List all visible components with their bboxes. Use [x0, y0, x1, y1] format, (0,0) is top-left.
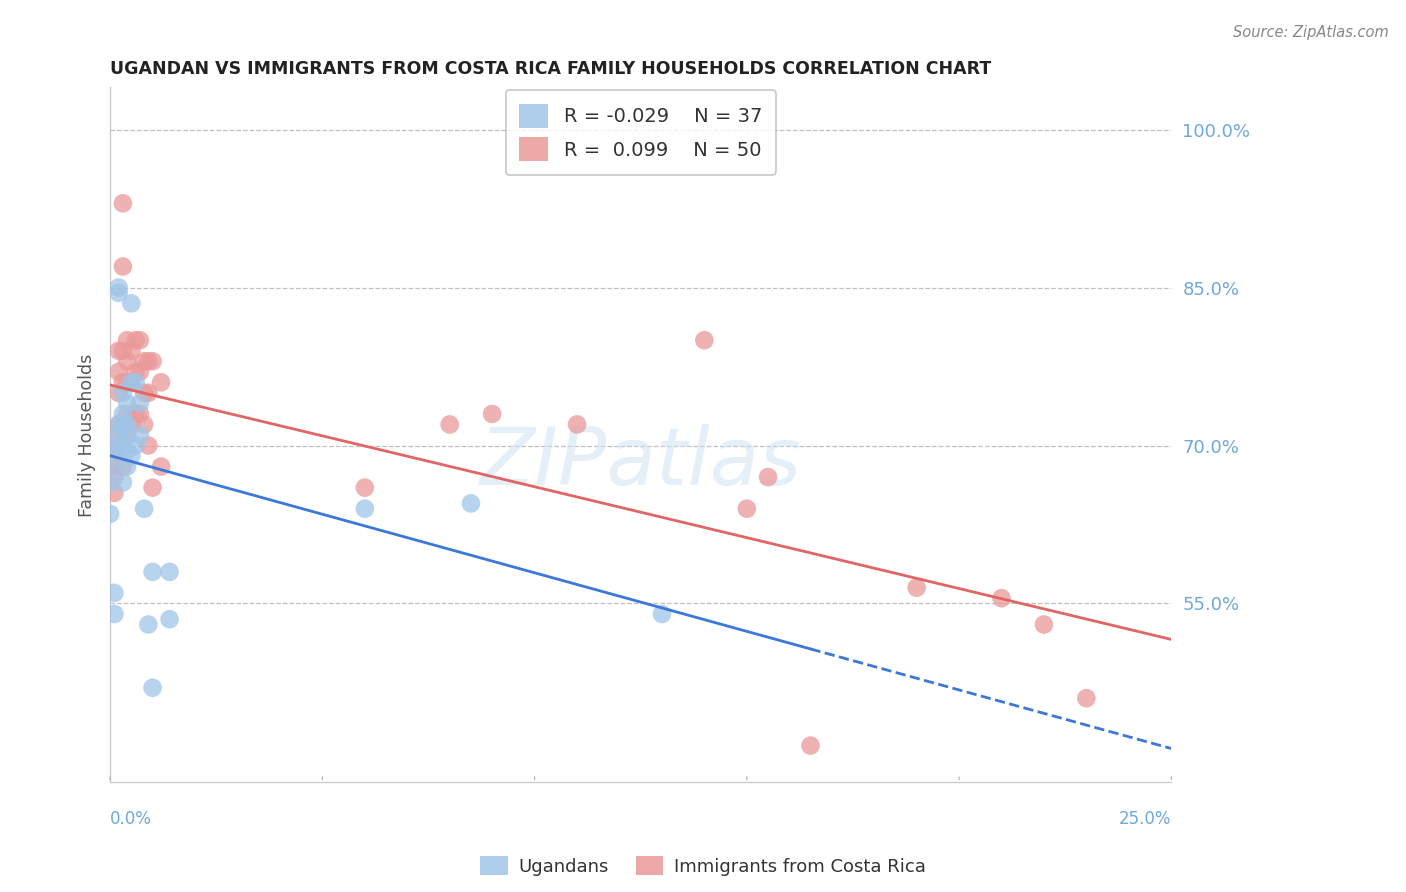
Point: [103, 607, 125, 621]
Text: 25.0%: 25.0%: [1119, 810, 1171, 829]
Point: [115, 459, 138, 474]
Point: [693, 333, 716, 347]
Point: [124, 438, 146, 452]
Point: [115, 354, 138, 368]
Point: [142, 681, 165, 695]
Point: [134, 385, 156, 400]
Point: [103, 459, 125, 474]
Point: [107, 343, 129, 358]
Point: [107, 443, 129, 458]
Point: [111, 475, 134, 490]
Point: [120, 376, 142, 390]
Point: [107, 428, 129, 442]
Point: [120, 343, 142, 358]
Point: [111, 459, 134, 474]
Point: [103, 470, 125, 484]
Point: [1076, 691, 1098, 706]
Point: [115, 443, 138, 458]
Point: [990, 591, 1012, 606]
Point: [124, 365, 146, 379]
Point: [120, 376, 142, 390]
Point: [1032, 617, 1054, 632]
Point: [115, 428, 138, 442]
Text: 0.0%: 0.0%: [110, 810, 152, 829]
Point: [115, 417, 138, 432]
Y-axis label: Family Households: Family Households: [79, 353, 96, 516]
Point: [107, 365, 129, 379]
Legend: R = -0.029    N = 37, R =  0.099    N = 50: R = -0.029 N = 37, R = 0.099 N = 50: [506, 90, 776, 175]
Point: [142, 481, 165, 495]
Point: [756, 470, 779, 484]
Point: [111, 343, 134, 358]
Point: [103, 486, 125, 500]
Point: [124, 333, 146, 347]
Point: [134, 501, 156, 516]
Point: [103, 438, 125, 452]
Point: [98, 475, 121, 490]
Point: [134, 417, 156, 432]
Point: [107, 417, 129, 432]
Point: [103, 586, 125, 600]
Point: [439, 417, 461, 432]
Point: [111, 385, 134, 400]
Point: [353, 481, 375, 495]
Point: [460, 496, 482, 510]
Point: [138, 385, 160, 400]
Point: [115, 407, 138, 421]
Point: [150, 376, 173, 390]
Point: [107, 417, 129, 432]
Point: [134, 354, 156, 368]
Point: [150, 459, 173, 474]
Point: [353, 501, 375, 516]
Point: [107, 385, 129, 400]
Point: [115, 396, 138, 410]
Point: [103, 443, 125, 458]
Point: [115, 376, 138, 390]
Point: [111, 376, 134, 390]
Point: [159, 612, 181, 626]
Point: [107, 280, 129, 294]
Point: [120, 449, 142, 463]
Point: [115, 333, 138, 347]
Point: [111, 417, 134, 432]
Point: [128, 428, 150, 442]
Point: [124, 376, 146, 390]
Point: [128, 407, 150, 421]
Point: [128, 333, 150, 347]
Point: [128, 396, 150, 410]
Point: [142, 565, 165, 579]
Point: [111, 260, 134, 274]
Point: [799, 739, 821, 753]
Point: [735, 501, 758, 516]
Point: [111, 407, 134, 421]
Point: [159, 565, 181, 579]
Legend: Ugandans, Immigrants from Costa Rica: Ugandans, Immigrants from Costa Rica: [474, 849, 932, 883]
Point: [111, 196, 134, 211]
Point: [98, 459, 121, 474]
Point: [138, 438, 160, 452]
Point: [138, 617, 160, 632]
Point: [98, 507, 121, 521]
Text: ZIPatlas: ZIPatlas: [479, 424, 801, 502]
Text: UGANDAN VS IMMIGRANTS FROM COSTA RICA FAMILY HOUSEHOLDS CORRELATION CHART: UGANDAN VS IMMIGRANTS FROM COSTA RICA FA…: [110, 60, 991, 78]
Point: [107, 285, 129, 300]
Point: [103, 428, 125, 442]
Point: [481, 407, 503, 421]
Point: [565, 417, 588, 432]
Text: Source: ZipAtlas.com: Source: ZipAtlas.com: [1233, 25, 1389, 40]
Point: [115, 428, 138, 442]
Point: [111, 438, 134, 452]
Point: [905, 581, 928, 595]
Point: [128, 365, 150, 379]
Point: [120, 417, 142, 432]
Point: [138, 354, 160, 368]
Point: [120, 296, 142, 310]
Point: [651, 607, 673, 621]
Point: [142, 354, 165, 368]
Point: [124, 407, 146, 421]
